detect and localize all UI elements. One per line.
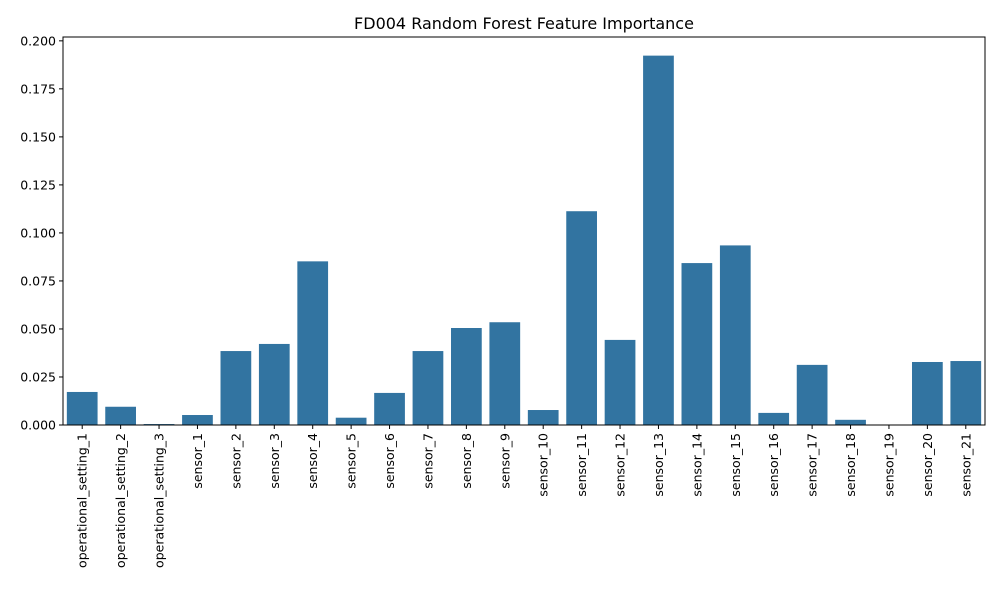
x-tick-label: sensor_1 bbox=[190, 433, 205, 489]
x-tick-label: sensor_15 bbox=[728, 433, 743, 497]
y-tick-label: 0.000 bbox=[20, 418, 56, 433]
bar-sensor_1 bbox=[182, 415, 213, 425]
bar-sensor_10 bbox=[527, 410, 559, 425]
bar-sensor_5 bbox=[335, 417, 367, 425]
bar-sensor_20 bbox=[912, 361, 943, 425]
y-tick-label: 0.200 bbox=[20, 33, 56, 48]
x-tick-label: sensor_2 bbox=[228, 433, 243, 489]
x-tick-label: sensor_17 bbox=[805, 433, 820, 497]
x-tick-label: sensor_10 bbox=[536, 433, 551, 497]
y-tick-label: 0.050 bbox=[20, 321, 56, 336]
y-tick-label: 0.075 bbox=[20, 273, 56, 288]
bar-sensor_21 bbox=[950, 361, 982, 425]
bar-operational_setting_1 bbox=[66, 391, 98, 425]
bars-group bbox=[66, 55, 982, 425]
chart-title: FD004 Random Forest Feature Importance bbox=[354, 14, 694, 33]
x-tick-label: sensor_12 bbox=[613, 433, 628, 497]
x-tick-label: sensor_16 bbox=[766, 433, 781, 497]
bar-sensor_2 bbox=[220, 351, 252, 425]
bar-sensor_11 bbox=[566, 211, 597, 425]
x-tick-label: sensor_6 bbox=[382, 433, 397, 489]
x-tick-label: sensor_8 bbox=[459, 433, 474, 489]
bar-sensor_7 bbox=[412, 351, 444, 425]
x-tick-label: sensor_20 bbox=[920, 433, 935, 497]
bar-sensor_14 bbox=[681, 263, 713, 425]
x-tick-label: operational_setting_2 bbox=[113, 433, 128, 568]
y-tick-label: 0.025 bbox=[20, 369, 56, 384]
bar-sensor_17 bbox=[796, 364, 828, 425]
bar-sensor_6 bbox=[374, 392, 405, 425]
x-tick-label: sensor_19 bbox=[881, 433, 896, 497]
bar-operational_setting_2 bbox=[105, 406, 136, 425]
bar-sensor_18 bbox=[835, 419, 866, 425]
y-tick-label: 0.100 bbox=[20, 225, 56, 240]
bar-sensor_9 bbox=[489, 322, 521, 425]
x-tick-label: sensor_11 bbox=[574, 433, 589, 497]
y-axis: 0.000 0.025 0.050 0.075 0.100 0.125 0.150 0.175… bbox=[20, 33, 63, 433]
bar-sensor_4 bbox=[297, 261, 329, 425]
bar-sensor_16 bbox=[758, 412, 790, 425]
x-tick-label: sensor_18 bbox=[843, 433, 858, 497]
bar-sensor_13 bbox=[643, 55, 674, 425]
y-tick-label: 0.175 bbox=[20, 81, 56, 96]
x-tick-label: sensor_21 bbox=[958, 433, 973, 497]
x-tick-label: operational_setting_1 bbox=[75, 433, 90, 568]
plot-frame bbox=[62, 36, 986, 426]
x-tick-label: sensor_5 bbox=[344, 433, 359, 489]
bar-sensor_8 bbox=[451, 328, 482, 425]
x-tick-label: sensor_3 bbox=[267, 433, 282, 489]
x-tick-label: sensor_7 bbox=[420, 433, 435, 489]
x-tick-label: sensor_4 bbox=[305, 433, 320, 489]
x-tick-label: operational_setting_3 bbox=[152, 433, 167, 568]
x-tick-label: sensor_13 bbox=[651, 433, 666, 497]
x-tick-label: sensor_9 bbox=[497, 433, 512, 489]
x-tick-label: sensor_14 bbox=[689, 433, 704, 497]
y-tick-label: 0.150 bbox=[20, 129, 56, 144]
x-axis: operational_setting_1 operational_setting… bbox=[75, 425, 973, 568]
y-tick-label: 0.125 bbox=[20, 177, 56, 192]
bar-sensor_3 bbox=[258, 343, 290, 425]
bar-sensor_12 bbox=[604, 339, 636, 425]
bar-sensor_15 bbox=[719, 245, 751, 425]
